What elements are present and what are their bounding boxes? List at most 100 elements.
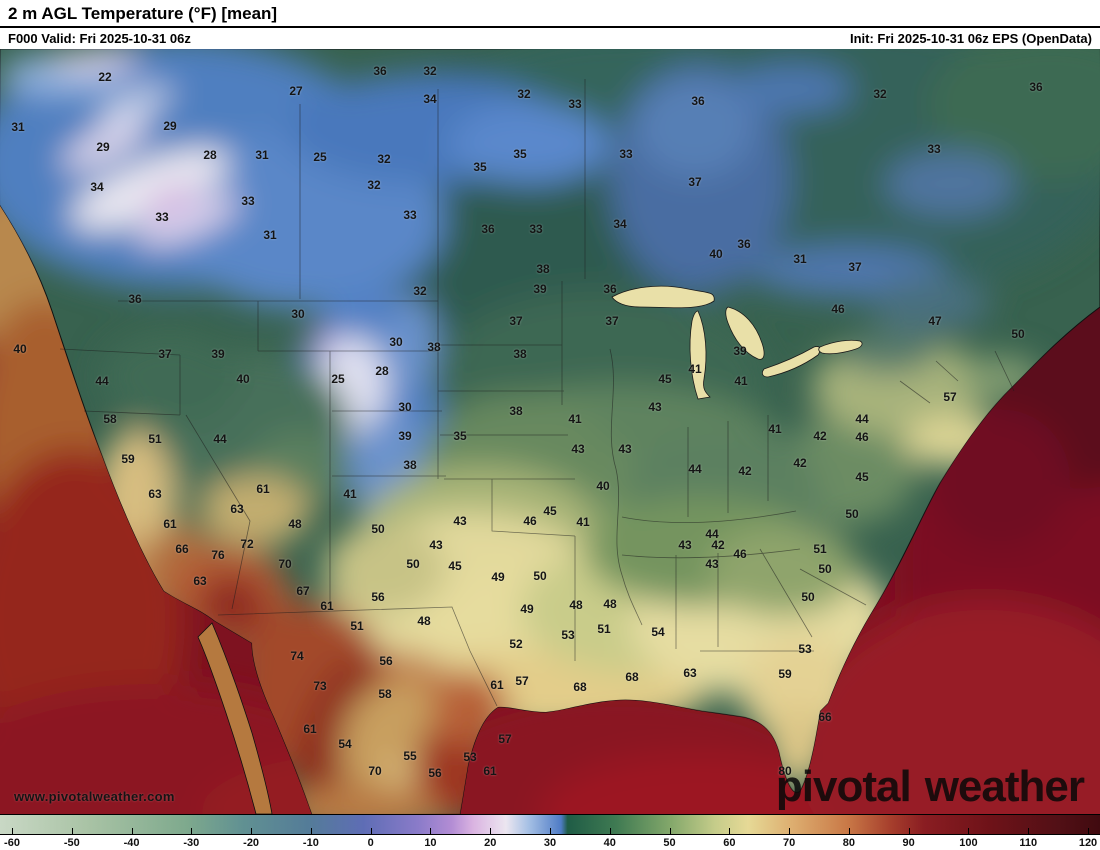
temperature-field-graphic — [0, 49, 1100, 814]
temp-label: 41 — [768, 422, 782, 436]
temp-label: 25 — [331, 372, 345, 386]
temp-label: 40 — [236, 372, 250, 386]
temp-label: 29 — [163, 119, 177, 133]
temp-label: 39 — [733, 344, 747, 358]
colorbar-tick — [191, 828, 193, 835]
temp-label: 44 — [213, 432, 227, 446]
temp-label: 38 — [536, 262, 550, 276]
temp-label: 46 — [831, 302, 845, 316]
temp-label: 42 — [711, 538, 725, 552]
map-title: 2 m AGL Temperature (°F) [mean] — [0, 0, 1100, 28]
temp-label: 45 — [658, 372, 672, 386]
temp-label: 33 — [403, 208, 417, 222]
temp-label: 41 — [688, 362, 702, 376]
temp-label: 38 — [427, 340, 441, 354]
temp-label: 43 — [648, 400, 662, 414]
temp-label: 50 — [406, 557, 420, 571]
colorbar-tick — [669, 828, 671, 835]
temp-label: 31 — [255, 148, 269, 162]
colorbar-tick — [131, 828, 133, 835]
temp-label: 80 — [778, 764, 792, 778]
temp-label: 46 — [733, 547, 747, 561]
temp-label: 41 — [343, 487, 357, 501]
temp-label: 57 — [498, 732, 512, 746]
temp-label: 38 — [513, 347, 527, 361]
colorbar-tick-label: -60 — [4, 837, 20, 849]
temp-label: 63 — [193, 574, 207, 588]
temp-label: 52 — [509, 637, 523, 651]
temp-label: 44 — [688, 462, 702, 476]
temp-label: 70 — [278, 557, 292, 571]
temp-label: 55 — [403, 749, 417, 763]
colorbar-tick-label: 0 — [367, 837, 374, 849]
temp-label: 54 — [338, 737, 352, 751]
valid-time-label: F000 Valid: Fri 2025-10-31 06z — [8, 31, 191, 46]
temp-label: 66 — [818, 710, 832, 724]
temp-label: 40 — [596, 479, 610, 493]
temp-label: 36 — [128, 292, 142, 306]
temp-label: 36 — [737, 237, 751, 251]
colorbar-tick-label: -10 — [302, 837, 319, 849]
colorbar-tick — [1088, 828, 1089, 835]
temp-label: 51 — [813, 542, 827, 556]
temp-label: 68 — [573, 680, 587, 694]
temp-label: 37 — [848, 260, 862, 274]
temp-label: 51 — [350, 619, 364, 633]
colorbar-tick — [729, 828, 731, 835]
colorbar-tick — [430, 828, 432, 835]
temp-label: 32 — [873, 87, 887, 101]
temp-label: 48 — [417, 614, 431, 628]
temp-label: 22 — [98, 70, 112, 84]
temperature-labels-layer: 22 36 32 27 32 34 36 33 32 36 31 29 29 33 28 31 25 32 35 33… — [0, 49, 1100, 814]
temp-label: 59 — [121, 452, 135, 466]
temp-label: 39 — [211, 347, 225, 361]
colorbar-tick — [968, 828, 970, 835]
temp-label: 36 — [691, 94, 705, 108]
temp-label: 57 — [515, 674, 529, 688]
temp-label: 31 — [263, 228, 277, 242]
colorbar-tick — [490, 828, 492, 835]
temp-label: 39 — [398, 429, 412, 443]
colorbar-tick — [848, 828, 850, 835]
temp-label: 61 — [483, 764, 497, 778]
temp-label: 33 — [241, 194, 255, 208]
colorbar-tick-label: 10 — [424, 837, 437, 849]
temp-label: 45 — [543, 504, 557, 518]
temp-label: 58 — [103, 412, 117, 426]
colorbar-tick — [908, 828, 910, 835]
temp-label: 57 — [943, 390, 957, 404]
temp-label: 31 — [793, 252, 807, 266]
temp-label: 50 — [533, 569, 547, 583]
temp-label: 50 — [371, 522, 385, 536]
temp-label: 30 — [291, 307, 305, 321]
temp-label: 61 — [163, 517, 177, 531]
temp-label: 32 — [423, 64, 437, 78]
temp-label: 61 — [303, 722, 317, 736]
temp-label: 32 — [413, 284, 427, 298]
temp-label: 51 — [148, 432, 162, 446]
colorbar-tick — [310, 828, 312, 835]
temp-label: 36 — [603, 282, 617, 296]
temp-label: 73 — [313, 679, 327, 693]
colorbar-tick — [550, 828, 551, 835]
temp-label: 33 — [568, 97, 582, 111]
temp-label: 30 — [389, 335, 403, 349]
temp-label: 58 — [378, 687, 392, 701]
temp-label: 33 — [619, 147, 633, 161]
temp-label: 51 — [597, 622, 611, 636]
temp-label: 43 — [678, 538, 692, 552]
colorbar-tick-label: 30 — [543, 837, 557, 849]
temp-label: 36 — [481, 222, 495, 236]
temp-label: 36 — [373, 64, 387, 78]
colorbar-tick-label: 110 — [1019, 837, 1038, 849]
temp-label: 50 — [1011, 327, 1025, 341]
temp-label: 43 — [571, 442, 585, 456]
temp-label: 32 — [367, 178, 381, 192]
temp-label: 34 — [613, 217, 627, 231]
temp-label: 37 — [158, 347, 172, 361]
temp-label: 44 — [95, 374, 109, 388]
temp-label: 34 — [423, 92, 437, 106]
temp-label: 46 — [523, 514, 537, 528]
map-canvas[interactable]: 22 36 32 27 32 34 36 33 32 36 31 29 29 33 28 31 25 32 35 33… — [0, 49, 1100, 814]
